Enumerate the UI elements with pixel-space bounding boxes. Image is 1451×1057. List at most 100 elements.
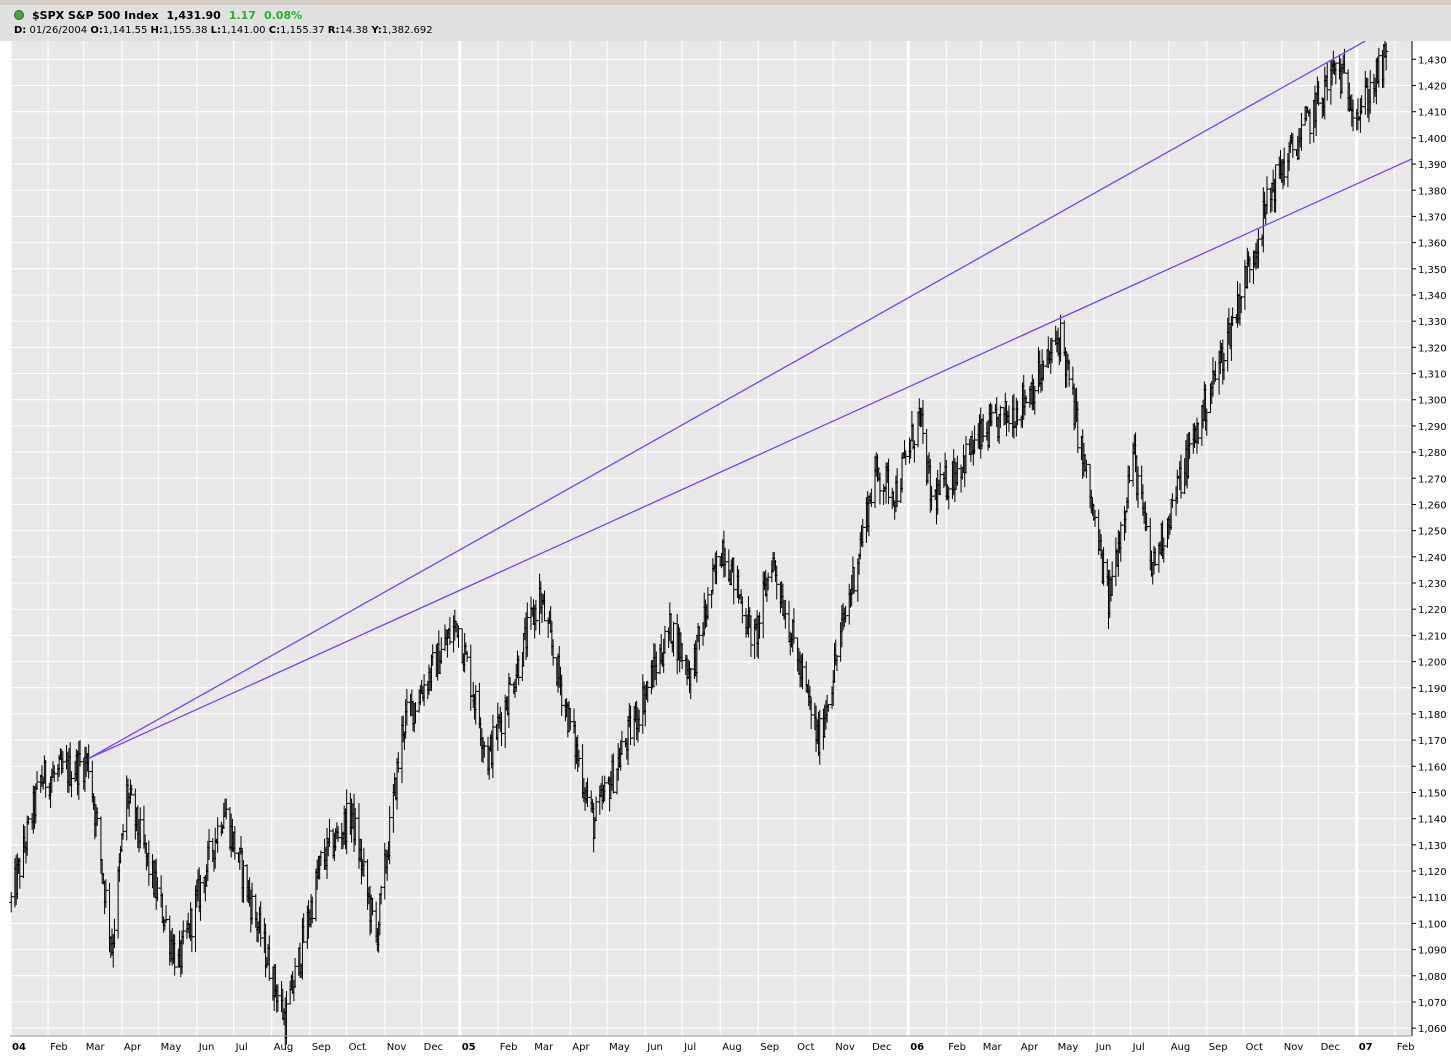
- x-tick-label: Jun: [646, 1042, 663, 1053]
- x-tick-label: Sep: [760, 1042, 779, 1053]
- y-tick-label: 1,210: [1418, 631, 1447, 642]
- x-tick-label: Apr: [1021, 1042, 1039, 1053]
- x-tick-label: Oct: [349, 1042, 366, 1053]
- ohlc-bar: [17, 857, 22, 889]
- ohlc-bar: [439, 637, 444, 665]
- ohlc-bar: [645, 680, 650, 703]
- ohlc-bar: [1187, 432, 1192, 460]
- x-tick-label: Aug: [1171, 1042, 1191, 1053]
- ohlc-bar: [1359, 95, 1364, 115]
- ohlc-bar: [852, 567, 857, 594]
- ohlc-bar: [78, 740, 83, 767]
- close-label: C:: [268, 25, 281, 36]
- ohlc-bar: [1135, 466, 1140, 508]
- ohlc-bar: [585, 777, 590, 807]
- ohlc-bar: [619, 730, 624, 755]
- ohlc-bar: [834, 655, 839, 672]
- ohlc-bar: [344, 789, 349, 855]
- x-tick-label: Feb: [50, 1042, 68, 1053]
- symbol-name: S&P 500 Index: [67, 8, 159, 22]
- high-label: H:: [150, 25, 163, 36]
- ohlc-bar: [1041, 360, 1046, 381]
- x-tick-label: Dec: [872, 1042, 891, 1053]
- ohlc-bar: [473, 685, 478, 725]
- ohlc-bar: [1015, 400, 1020, 426]
- ohlc-bar: [568, 707, 573, 731]
- ohlc-bar: [103, 879, 108, 908]
- y-tick-label: 1,180: [1418, 710, 1447, 721]
- ohlc-bar: [1067, 359, 1072, 387]
- x-tick-label: Jul: [235, 1042, 248, 1053]
- ohlc-bar: [181, 920, 186, 945]
- ohlc-bar: [60, 751, 65, 773]
- open-value: 1,141.55: [102, 25, 148, 36]
- ohlc-bar: [1368, 70, 1373, 114]
- ohlc-bar: [146, 840, 151, 886]
- y-tick-label: 1,070: [1418, 998, 1447, 1009]
- ohlc-bar: [430, 644, 435, 666]
- x-tick-label: Mar: [534, 1042, 554, 1053]
- x-tick-label: May: [1058, 1042, 1079, 1053]
- y-axis: 1,060 1,070 1,080 1,090 1,100 1,110 1,120 1,130…: [1411, 41, 1447, 1036]
- ohlc-bar: [456, 625, 461, 648]
- x-tick-label: May: [161, 1042, 182, 1053]
- ohlc-bar: [1110, 561, 1115, 596]
- x-tick-label: Aug: [722, 1042, 742, 1053]
- ohlc-bar: [791, 608, 796, 644]
- ohlc-bar: [1222, 352, 1227, 381]
- ohlc-bar: [723, 547, 728, 577]
- y-label: Y:: [371, 25, 382, 36]
- ohlc-bar: [1075, 401, 1080, 454]
- ohlc-bar: [387, 805, 392, 865]
- date-label: D:: [14, 25, 27, 36]
- range-label: R:: [327, 25, 340, 36]
- y-tick-label: 1,390: [1418, 160, 1447, 171]
- price-chart[interactable]: 1,060 1,070 1,080 1,090 1,100 1,110 1,120 1,130…: [0, 41, 1451, 1057]
- ohlc-bar: [705, 587, 710, 620]
- ohlc-bar: [559, 674, 564, 716]
- x-tick-label: Nov: [835, 1042, 855, 1053]
- ohlc-bar: [989, 404, 994, 427]
- ohlc-bar: [860, 518, 865, 548]
- ohlc-bar: [1376, 47, 1381, 88]
- x-tick-label: Nov: [1284, 1042, 1304, 1053]
- ohlc-bar: [336, 826, 341, 842]
- price-change: 1.17: [228, 8, 256, 22]
- ohlc-bar: [654, 651, 659, 686]
- ohlc-bar: [1351, 99, 1356, 132]
- ohlc-bar: [628, 705, 633, 746]
- x-tick-label: Jul: [683, 1042, 696, 1053]
- x-tick-label: 07: [1359, 1042, 1373, 1053]
- ohlc-bar: [69, 771, 74, 798]
- x-tick-label: Apr: [124, 1042, 142, 1053]
- ohlc-bar: [1092, 509, 1097, 527]
- y-value: 1,382.692: [381, 25, 433, 36]
- ohlc-bar: [361, 847, 366, 877]
- trendline-1[interactable]: [88, 41, 1366, 760]
- y-tick-label: 1,410: [1418, 108, 1447, 119]
- ohlc-bar: [258, 901, 263, 947]
- ohlc-bar: [189, 908, 194, 953]
- date-value: 01/26/2004: [29, 25, 88, 36]
- ohlc-bar: [1170, 493, 1175, 508]
- ohlc-bar: [912, 440, 917, 463]
- ohlc-bar: [499, 712, 504, 747]
- low-value: 1,141.00: [221, 25, 266, 36]
- open-label: O:: [90, 25, 103, 36]
- y-tick-label: 1,100: [1418, 919, 1447, 930]
- ohlc-bar: [688, 667, 693, 700]
- ohlc-bar: [1282, 147, 1287, 186]
- status-dot-icon[interactable]: [14, 10, 24, 20]
- x-tick-label: 05: [462, 1042, 476, 1053]
- y-tick-label: 1,250: [1418, 527, 1447, 538]
- y-tick-label: 1,330: [1418, 317, 1447, 328]
- ohlc-bar: [224, 798, 229, 820]
- trendline-2[interactable]: [88, 158, 1413, 760]
- y-tick-label: 1,280: [1418, 448, 1447, 459]
- ohlc-bar: [301, 913, 306, 944]
- ohlc-bar: [1084, 459, 1089, 479]
- ohlc-bar: [800, 653, 805, 690]
- top-toolbar-strip: [0, 0, 1451, 5]
- y-tick-label: 1,430: [1418, 55, 1447, 66]
- ohlc-bar: [1256, 228, 1261, 269]
